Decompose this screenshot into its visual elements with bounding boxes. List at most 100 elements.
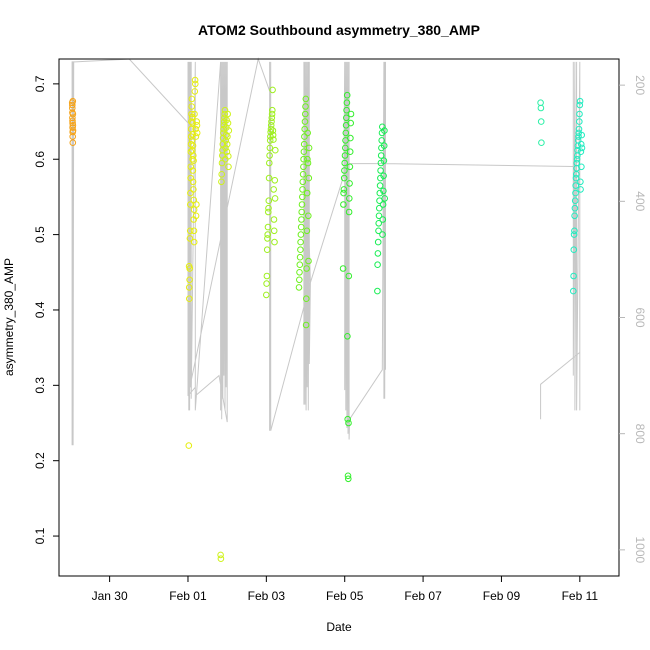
reference-line — [71, 57, 581, 446]
data-point — [375, 220, 383, 227]
data-point — [379, 216, 387, 223]
data-point — [300, 163, 307, 171]
series-2 — [217, 106, 233, 563]
data-point — [347, 119, 355, 127]
data-point — [576, 110, 583, 118]
data-point — [188, 95, 196, 103]
data-point — [223, 140, 231, 148]
data-point — [305, 174, 313, 182]
data-point — [69, 127, 77, 134]
data-point — [298, 208, 306, 216]
data-point — [344, 472, 352, 480]
data-point — [189, 131, 196, 138]
data-point — [190, 238, 198, 246]
series-6 — [374, 123, 389, 295]
data-point — [300, 140, 308, 148]
data-point — [270, 227, 278, 235]
data-point — [578, 131, 586, 139]
data-point — [185, 442, 193, 449]
data-point — [69, 119, 76, 127]
data-point — [346, 195, 353, 202]
data-point — [570, 246, 578, 253]
data-point — [573, 155, 581, 163]
data-point — [341, 159, 349, 167]
data-point — [186, 235, 194, 242]
data-point — [265, 174, 273, 182]
data-point — [344, 333, 351, 340]
x-axis-label: Date — [326, 620, 352, 634]
data-point — [537, 118, 545, 125]
data-point — [269, 86, 276, 94]
data-point — [69, 110, 77, 118]
data-point — [571, 197, 579, 204]
data-point — [578, 163, 585, 171]
data-point — [379, 231, 386, 238]
x-tick-label: Feb 09 — [483, 589, 521, 603]
data-point — [342, 129, 350, 137]
data-point — [340, 201, 347, 208]
data-point — [299, 186, 306, 193]
data-point — [299, 178, 307, 186]
data-point — [346, 163, 354, 171]
data-point — [537, 99, 544, 106]
data-point — [188, 110, 195, 118]
points-layer — [68, 76, 586, 563]
data-point — [302, 95, 310, 103]
data-point — [572, 182, 580, 189]
data-point — [377, 152, 385, 159]
y2-tick-label: 200 — [633, 75, 647, 95]
data-point — [572, 189, 579, 197]
y-axis-label: asymmetry_380_AMP — [2, 258, 16, 376]
data-point — [263, 272, 271, 280]
data-point — [69, 124, 76, 131]
data-point — [186, 276, 193, 284]
data-point — [193, 118, 200, 125]
data-point — [570, 272, 577, 280]
data-point — [296, 261, 304, 269]
y-tick-label: 0.5 — [33, 226, 47, 243]
data-point — [380, 187, 387, 195]
data-point — [380, 157, 388, 164]
data-point — [570, 287, 577, 295]
data-point — [340, 186, 348, 193]
data-point — [186, 227, 194, 235]
secondary-y-axis: 200 400 600 800 1000 — [619, 75, 647, 564]
data-point — [305, 257, 312, 265]
x-axis: Jan 30 Feb 01 Feb 03 Feb 05 Feb 07 Feb 09 Feb … — [92, 576, 598, 603]
data-point — [375, 212, 383, 220]
data-point — [345, 272, 353, 280]
series-1 — [185, 76, 201, 449]
data-point — [376, 182, 384, 189]
data-point — [266, 159, 273, 167]
data-point — [225, 163, 232, 171]
data-point — [572, 174, 580, 182]
data-point — [305, 144, 313, 152]
data-point — [266, 144, 274, 152]
data-point — [217, 555, 225, 563]
data-point — [188, 103, 195, 110]
data-point — [193, 129, 201, 137]
data-point — [381, 195, 389, 202]
data-point — [376, 204, 383, 212]
data-point — [576, 101, 584, 109]
data-point — [374, 238, 382, 246]
data-point — [190, 186, 197, 193]
data-point — [347, 110, 355, 118]
data-point — [263, 246, 271, 253]
data-point — [268, 110, 276, 118]
data-point — [69, 97, 77, 105]
data-point — [340, 174, 348, 182]
data-point — [344, 415, 352, 423]
data-point — [265, 197, 273, 204]
data-point — [381, 127, 388, 134]
data-point — [575, 125, 583, 133]
series-7 — [537, 99, 545, 146]
data-point — [297, 223, 305, 231]
data-point — [189, 119, 196, 127]
data-point — [225, 152, 232, 160]
data-point — [298, 201, 306, 208]
data-point — [380, 172, 387, 180]
data-point — [264, 231, 272, 238]
data-point — [570, 231, 578, 238]
